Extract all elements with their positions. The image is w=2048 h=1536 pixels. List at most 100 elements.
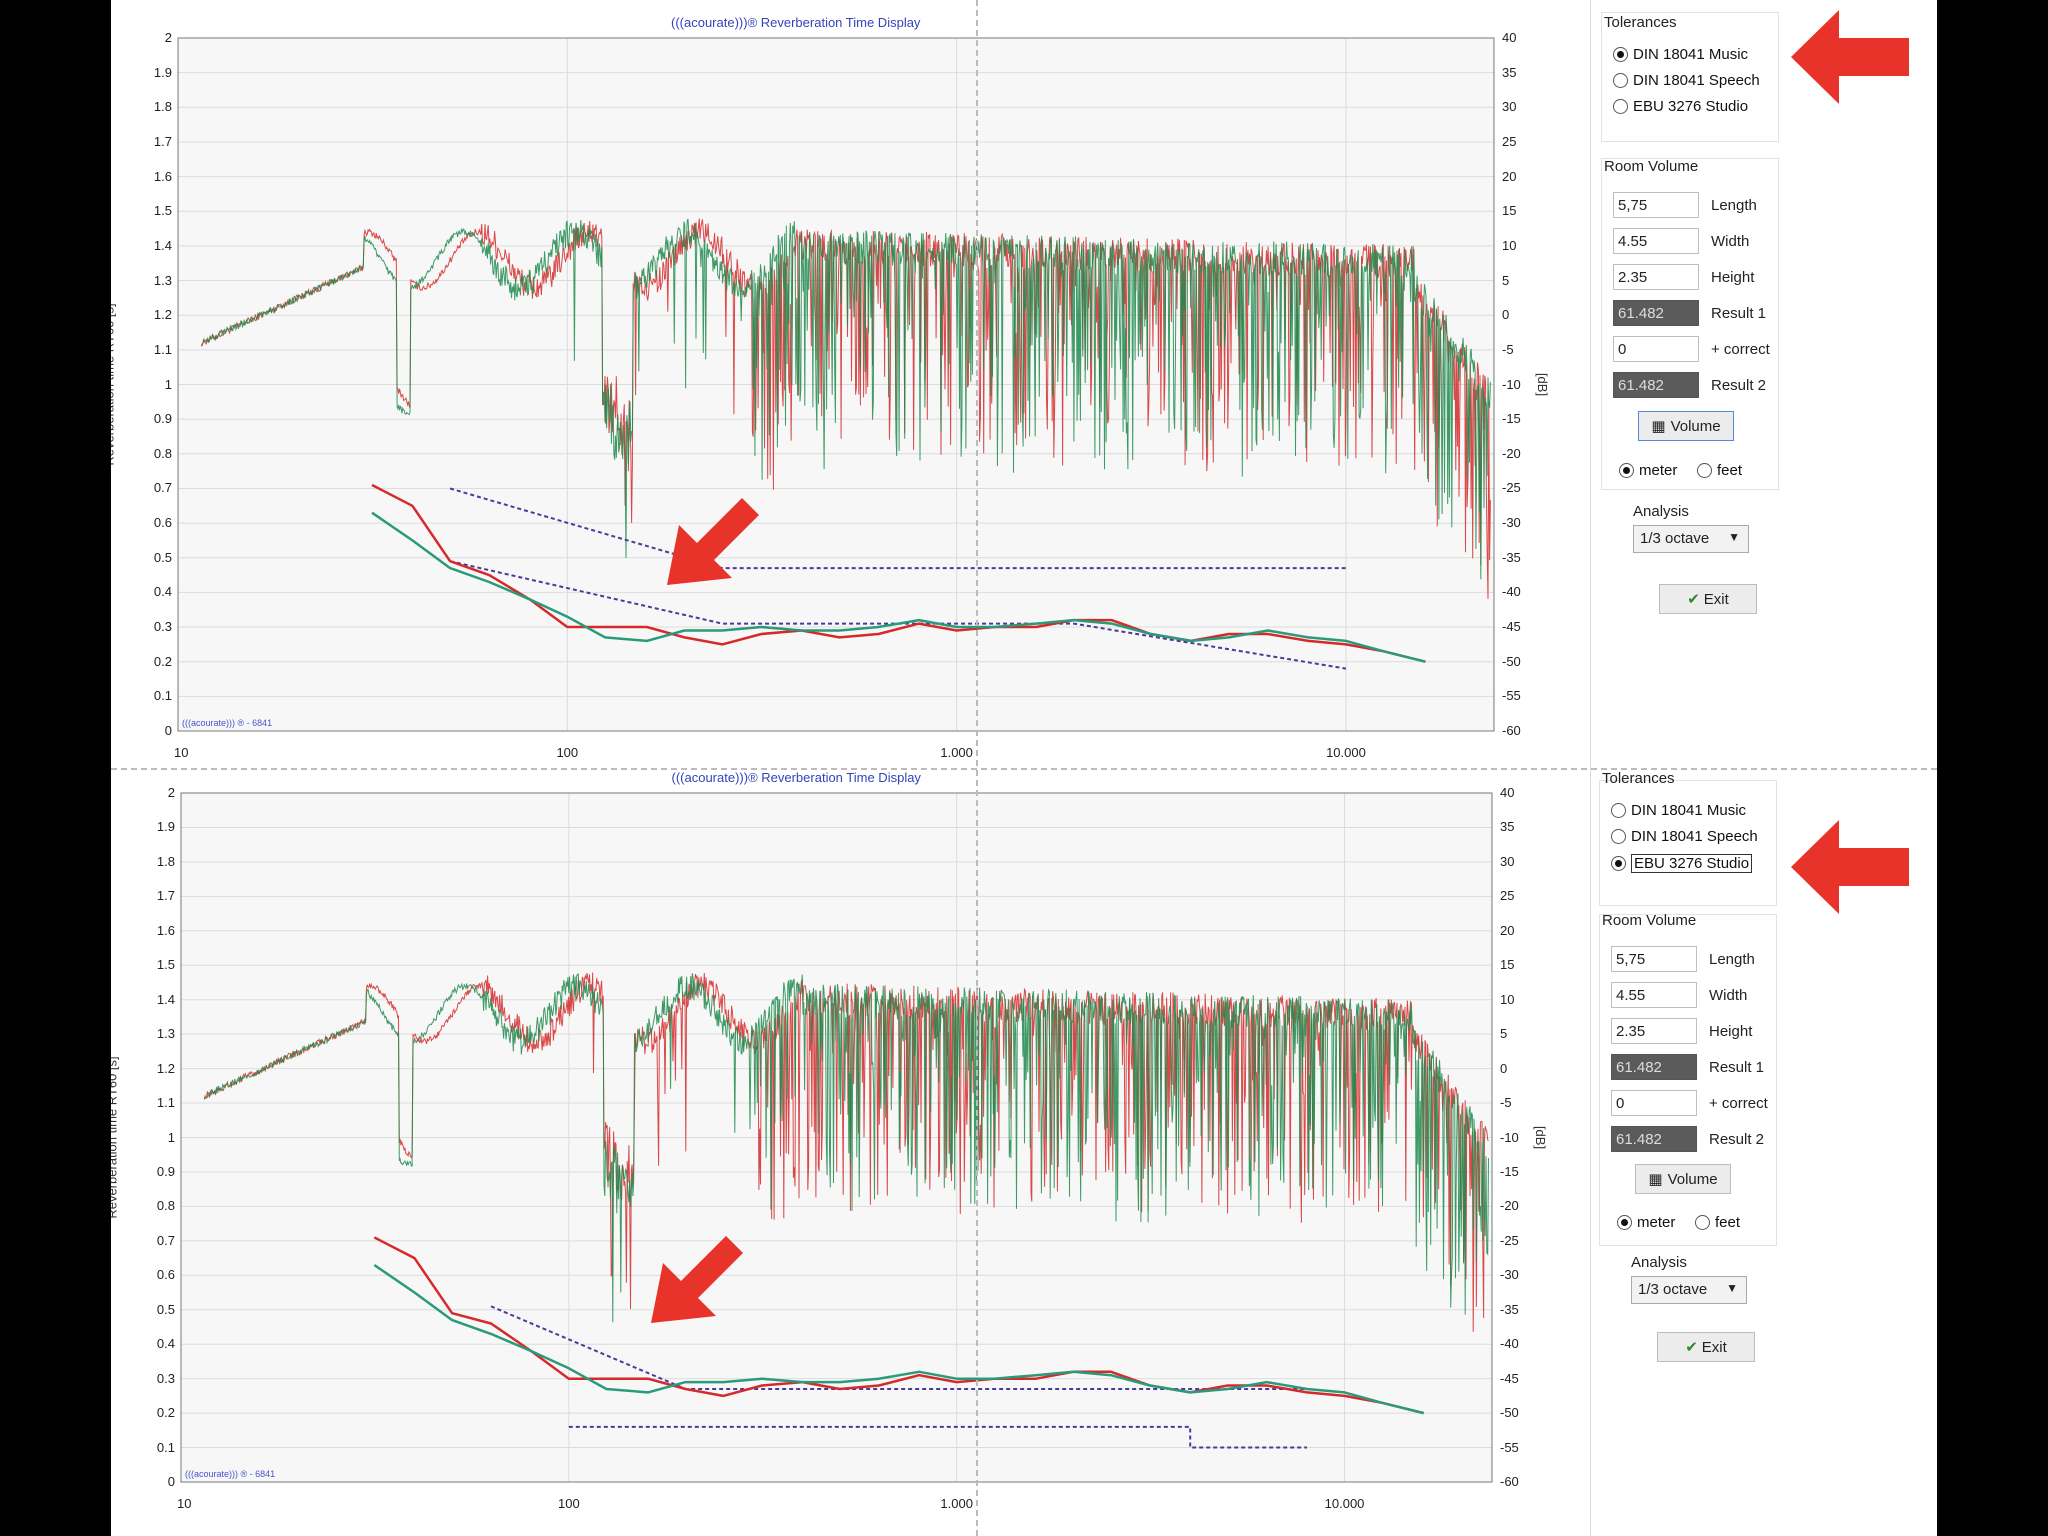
width-label: Width bbox=[1709, 987, 1748, 1004]
volume-button[interactable]: ▦ Volume bbox=[1638, 411, 1734, 441]
y2-tick-label: -15 bbox=[1500, 1163, 1519, 1179]
calculator-icon: ▦ bbox=[1651, 418, 1666, 435]
tolerance-option-din-music[interactable]: DIN 18041 Music bbox=[1613, 46, 1748, 63]
y2-tick-label: 25 bbox=[1500, 888, 1515, 904]
y-axis-label: Reverberation time RT60 [s] bbox=[111, 302, 117, 466]
analysis-select[interactable]: 1/3 octave ▼ bbox=[1631, 1276, 1747, 1304]
y-tick-label: 1 bbox=[164, 376, 172, 392]
length-input[interactable]: 5,75 bbox=[1611, 946, 1697, 972]
y-tick-label: 0.7 bbox=[156, 1232, 175, 1248]
chevron-down-icon: ▼ bbox=[1728, 530, 1740, 544]
radio-ebu-studio[interactable] bbox=[1613, 99, 1628, 114]
result1-label: Result 1 bbox=[1711, 305, 1767, 322]
y-tick-label: 0.8 bbox=[153, 445, 172, 461]
y-tick-label: 0.3 bbox=[153, 619, 172, 635]
y2-tick-label: -60 bbox=[1500, 1474, 1519, 1489]
y2-tick-label: 0 bbox=[1500, 1060, 1508, 1076]
rt60-chart-0 bbox=[177, 37, 1495, 732]
radio-meter[interactable] bbox=[1617, 1215, 1632, 1230]
unit-meter-label: meter bbox=[1637, 1214, 1676, 1231]
correct-input[interactable]: 0 bbox=[1611, 1090, 1697, 1116]
width-input[interactable]: 4.55 bbox=[1613, 228, 1699, 254]
tolerance-option-din-speech[interactable]: DIN 18041 Speech bbox=[1613, 72, 1760, 89]
y-tick-label: 0.1 bbox=[156, 1439, 175, 1455]
unit-feet-option[interactable]: feet bbox=[1697, 462, 1742, 479]
y2-tick-label: 10 bbox=[1500, 991, 1515, 1007]
exit-button[interactable]: ✔ Exit bbox=[1657, 1332, 1755, 1362]
length-label: Length bbox=[1711, 197, 1757, 214]
tolerances-group bbox=[1599, 780, 1777, 906]
result1-output: 61.482 bbox=[1611, 1054, 1697, 1080]
height-input[interactable]: 2.35 bbox=[1613, 264, 1699, 290]
checkmark-icon: ✔ bbox=[1685, 1339, 1698, 1356]
radio-feet[interactable] bbox=[1697, 463, 1712, 478]
y-tick-label: 1.2 bbox=[153, 307, 172, 323]
calculator-icon: ▦ bbox=[1648, 1171, 1663, 1188]
y2-tick-label: -25 bbox=[1502, 480, 1521, 496]
analysis-select[interactable]: 1/3 octave ▼ bbox=[1633, 525, 1749, 553]
unit-meter-option[interactable]: meter bbox=[1619, 462, 1677, 479]
y2-tick-label: -10 bbox=[1500, 1129, 1519, 1145]
y2-tick-label: -30 bbox=[1502, 515, 1521, 531]
y-tick-label: 0.6 bbox=[153, 515, 172, 531]
y-tick-label: 1.6 bbox=[153, 168, 172, 184]
correct-input[interactable]: 0 bbox=[1613, 336, 1699, 362]
radio-feet[interactable] bbox=[1695, 1215, 1710, 1230]
y2-tick-label: -55 bbox=[1502, 688, 1521, 704]
crosshair-horizontal bbox=[111, 768, 1937, 770]
y2-axis-label: [dB] bbox=[1533, 1125, 1549, 1149]
radio-din-speech[interactable] bbox=[1613, 73, 1628, 88]
rt60-chart-1 bbox=[180, 792, 1493, 1483]
y-tick-label: 0.6 bbox=[156, 1267, 175, 1283]
panel-separator bbox=[1590, 0, 1591, 1536]
y2-tick-label: -30 bbox=[1500, 1267, 1519, 1283]
unit-meter-option[interactable]: meter bbox=[1617, 1214, 1675, 1231]
height-input[interactable]: 2.35 bbox=[1611, 1018, 1697, 1044]
radio-din-music[interactable] bbox=[1613, 47, 1628, 62]
tolerance-label-din-speech: DIN 18041 Speech bbox=[1633, 72, 1760, 89]
tolerance-line-1 bbox=[568, 1425, 1307, 1449]
analysis-select-value: 1/3 octave bbox=[1640, 530, 1710, 547]
y-tick-label: 1.3 bbox=[153, 272, 172, 288]
tolerance-option-ebu-studio[interactable]: EBU 3276 Studio bbox=[1611, 854, 1753, 873]
tolerance-label-ebu-studio: EBU 3276 Studio bbox=[1633, 98, 1749, 115]
tolerance-option-din-music[interactable]: DIN 18041 Music bbox=[1611, 802, 1746, 819]
y2-tick-label: -5 bbox=[1500, 1095, 1512, 1111]
plots-layer bbox=[177, 37, 1495, 1483]
tolerance-option-ebu-studio[interactable]: EBU 3276 Studio bbox=[1613, 98, 1748, 115]
plot-frame bbox=[177, 37, 1495, 732]
y2-tick-label: 40 bbox=[1500, 785, 1515, 800]
y-tick-label: 1.5 bbox=[156, 957, 175, 973]
volume-button[interactable]: ▦ Volume bbox=[1635, 1164, 1731, 1194]
y2-tick-label: 40 bbox=[1502, 30, 1517, 45]
rt60-series-line-1 bbox=[373, 1263, 1425, 1415]
tolerance-option-din-speech[interactable]: DIN 18041 Speech bbox=[1611, 828, 1758, 845]
exit-button-label: Exit bbox=[1701, 1338, 1727, 1356]
exit-button-label: Exit bbox=[1703, 590, 1729, 608]
radio-din-speech[interactable] bbox=[1611, 829, 1626, 844]
y2-tick-label: -25 bbox=[1500, 1232, 1519, 1248]
y-tick-label: 2 bbox=[164, 30, 172, 45]
y-tick-label: 1 bbox=[167, 1129, 175, 1145]
y2-tick-label: 30 bbox=[1502, 99, 1517, 115]
volume-button-label: Volume bbox=[1667, 1170, 1718, 1188]
y-tick-label: 2 bbox=[167, 785, 175, 800]
unit-feet-option[interactable]: feet bbox=[1695, 1214, 1740, 1231]
y2-tick-label: 15 bbox=[1502, 203, 1517, 219]
y-tick-label: 0.1 bbox=[153, 688, 172, 704]
radio-din-music[interactable] bbox=[1611, 803, 1626, 818]
x-tick-label: 1.000 bbox=[940, 1496, 973, 1511]
rt60-series-line-1 bbox=[371, 511, 1426, 663]
x-tick-label: 10.000 bbox=[1324, 1496, 1365, 1511]
length-input[interactable]: 5,75 bbox=[1613, 192, 1699, 218]
exit-button[interactable]: ✔ Exit bbox=[1659, 584, 1757, 614]
width-input[interactable]: 4.55 bbox=[1611, 982, 1697, 1008]
y2-tick-label: -10 bbox=[1502, 376, 1521, 392]
tolerance-label-din-speech: DIN 18041 Speech bbox=[1631, 828, 1758, 845]
tolerances-group bbox=[1601, 12, 1779, 142]
radio-ebu-studio[interactable] bbox=[1611, 856, 1626, 871]
height-label: Height bbox=[1709, 1023, 1753, 1040]
radio-meter[interactable] bbox=[1619, 463, 1634, 478]
y2-tick-label: 5 bbox=[1502, 272, 1510, 288]
y2-tick-label: 15 bbox=[1500, 957, 1515, 973]
